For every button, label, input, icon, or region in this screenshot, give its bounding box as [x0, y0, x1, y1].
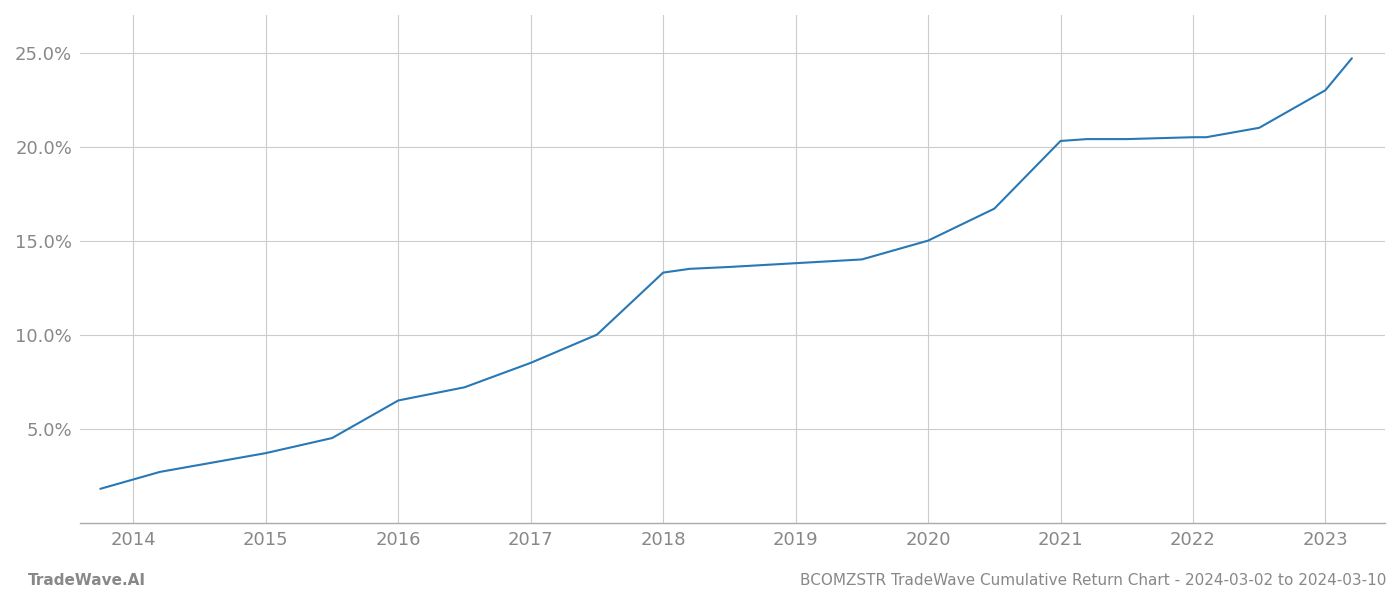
Text: BCOMZSTR TradeWave Cumulative Return Chart - 2024-03-02 to 2024-03-10: BCOMZSTR TradeWave Cumulative Return Cha… [799, 573, 1386, 588]
Text: TradeWave.AI: TradeWave.AI [28, 573, 146, 588]
